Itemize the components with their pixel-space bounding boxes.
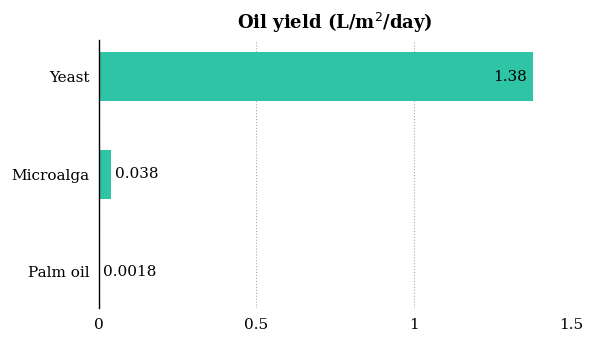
Text: 0.038: 0.038 [115,167,158,181]
Bar [99,52,533,101]
Bar [99,150,111,199]
Text: 1.38: 1.38 [493,70,527,84]
Title: Oil yield (L/m$^2$/day): Oil yield (L/m$^2$/day) [237,11,432,35]
Text: 0.0018: 0.0018 [103,265,157,279]
